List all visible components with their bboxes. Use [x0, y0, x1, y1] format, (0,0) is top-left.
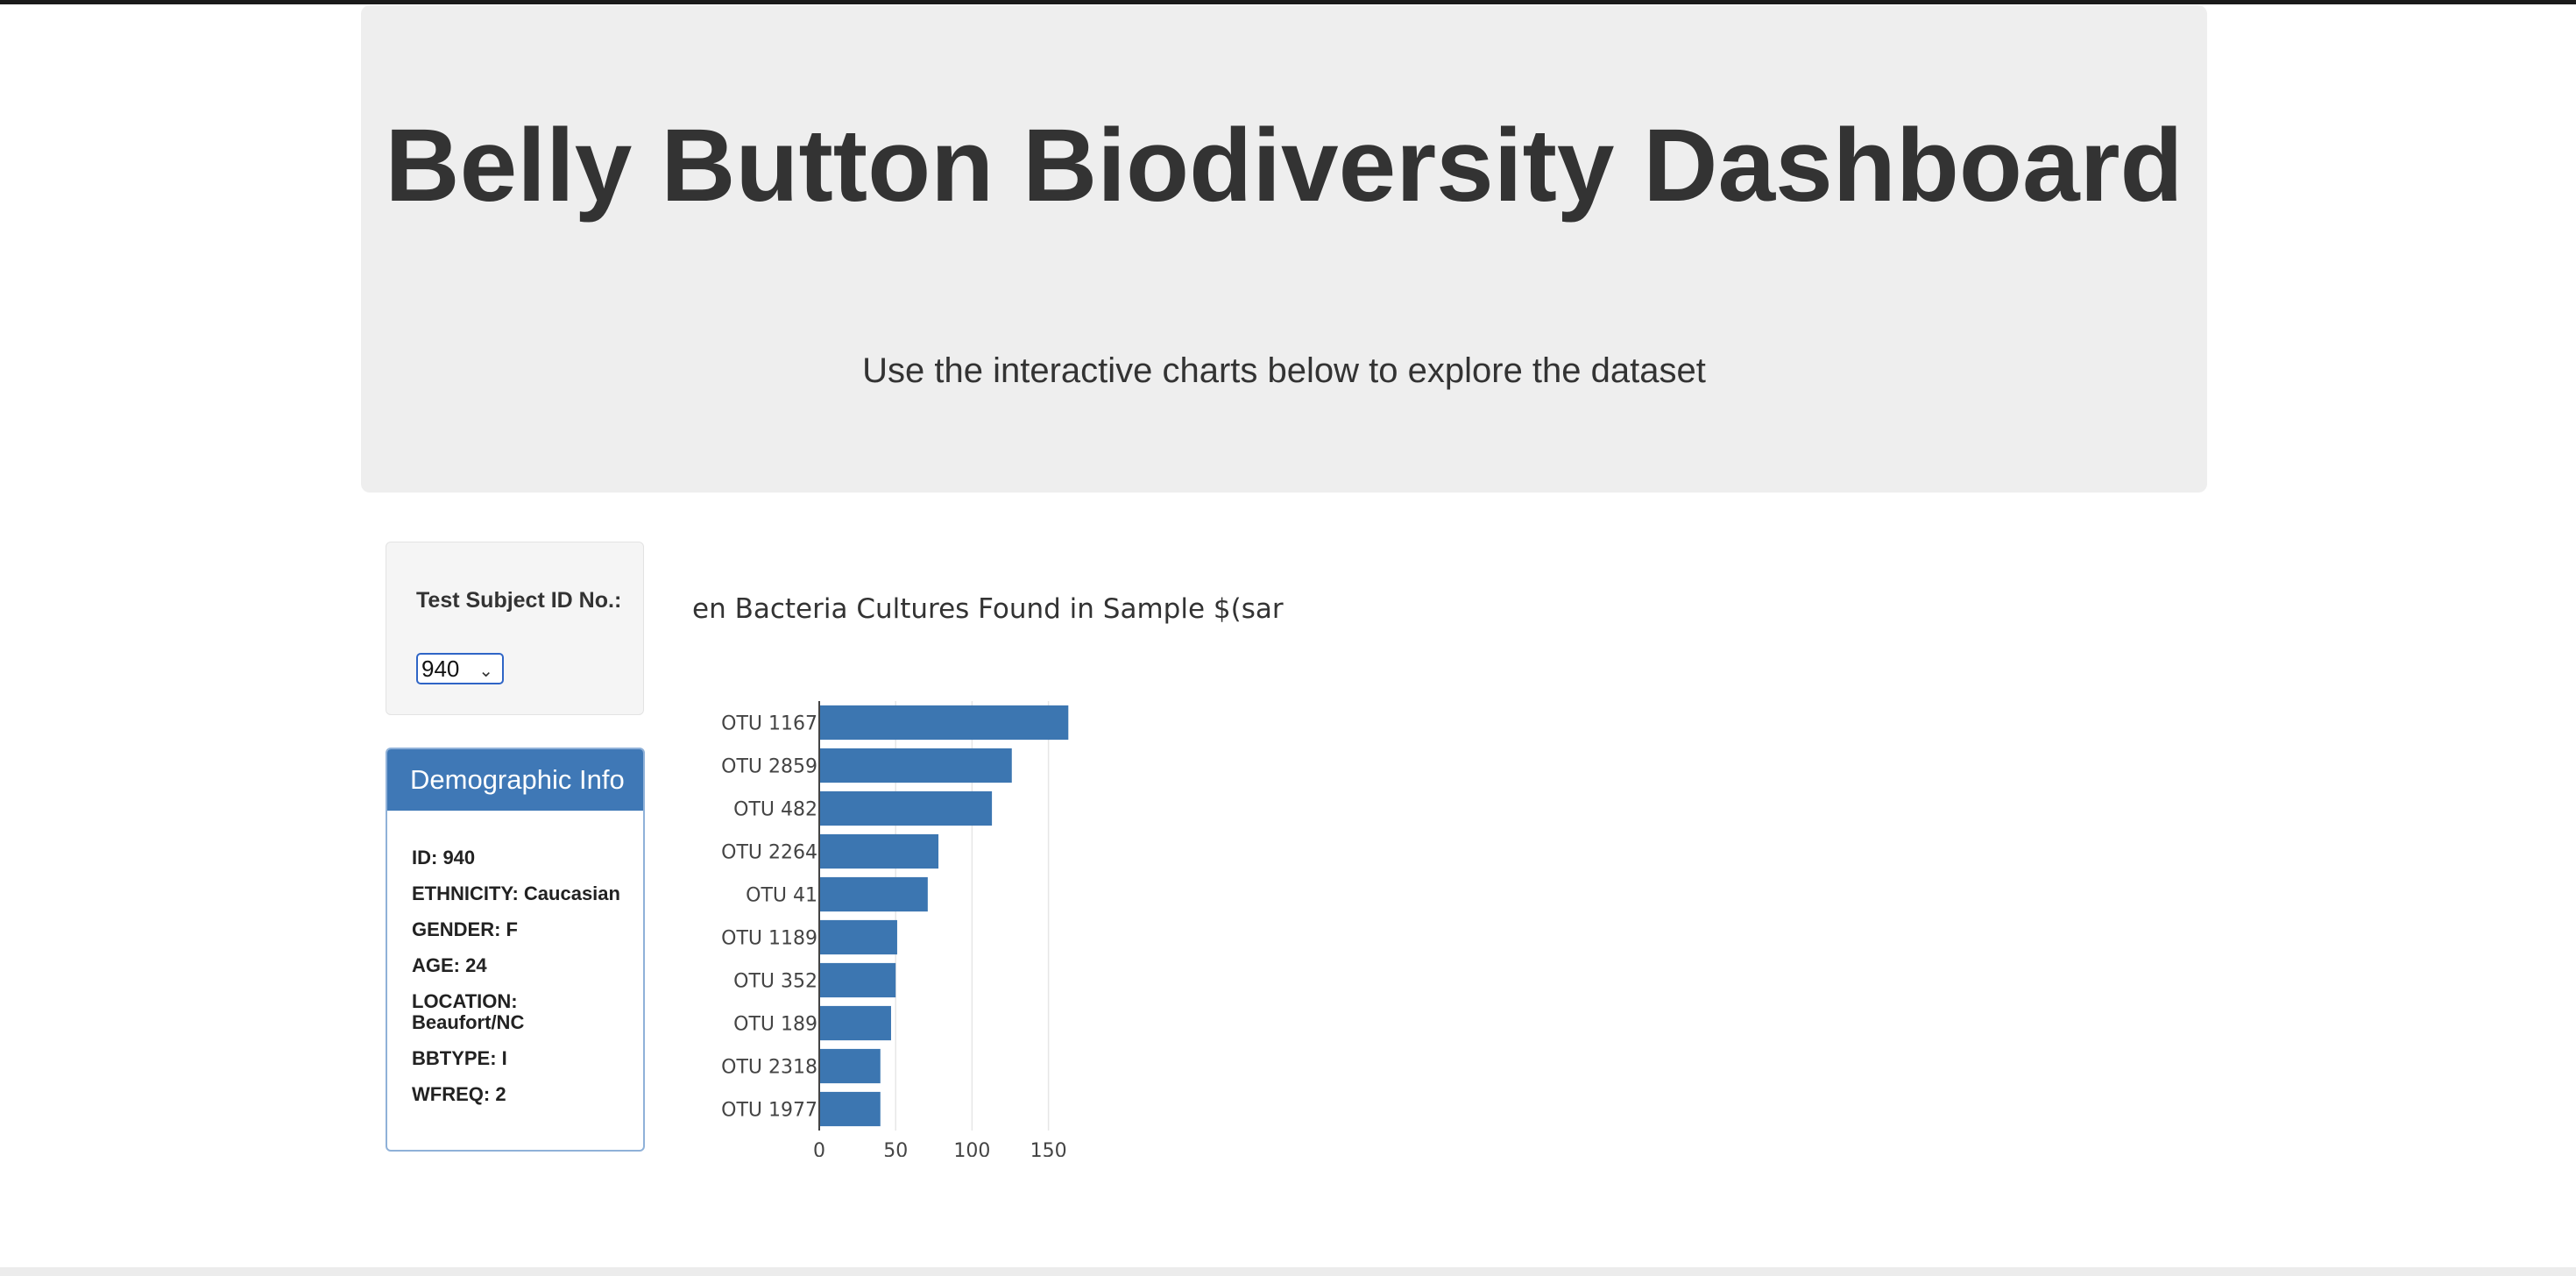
demographic-row: AGE: 24 [412, 954, 487, 976]
x-tick-label: 50 [883, 1140, 908, 1157]
bar-otu-1977[interactable] [819, 1091, 881, 1127]
window-top-bar [0, 0, 2576, 4]
bar-otu-41[interactable] [819, 876, 928, 912]
demographic-panel-heading: Demographic Info [387, 749, 643, 811]
subject-id-select-wrapper[interactable]: 940 ⌄ [416, 653, 504, 684]
bar-otu-482[interactable] [819, 790, 993, 826]
demographic-row: GENDER: F [412, 918, 518, 940]
subject-id-select[interactable]: 940 [418, 655, 502, 683]
page-title: Belly Button Biodiversity Dashboard [385, 108, 2183, 223]
demographic-panel-title: Demographic Info [410, 764, 625, 795]
bar-otu-352[interactable] [819, 962, 896, 998]
subject-selector-label: Test Subject ID No.: [416, 588, 622, 613]
top-ten-bar-chart: en Bacteria Cultures Found in Sample $(s… [692, 578, 1376, 1162]
demographic-info-panel: Demographic Info ID: 940 ETHNICITY: Cauca… [386, 748, 645, 1152]
window-bottom-bar [0, 1267, 2576, 1276]
y-tick-label: OTU 41 [746, 885, 817, 907]
y-tick-label: OTU 2318 [721, 1057, 817, 1079]
bar-otu-189[interactable] [819, 1005, 891, 1041]
y-tick-label: OTU 352 [733, 971, 817, 993]
y-tick-label: OTU 1189 [721, 928, 817, 950]
subject-selector-panel: Test Subject ID No.: 940 ⌄ [386, 542, 644, 715]
x-tick-label: 0 [813, 1140, 825, 1157]
demographic-row: WFREQ: 2 [412, 1083, 506, 1105]
page-subtitle: Use the interactive charts below to expl… [862, 351, 1706, 390]
y-tick-label: OTU 2859 [721, 756, 817, 778]
x-tick-label: 100 [953, 1140, 990, 1157]
demographic-row: BBTYPE: I [412, 1047, 507, 1069]
chart-title: en Bacteria Cultures Found in Sample $(s… [692, 593, 1284, 625]
y-tick-label: OTU 1977 [721, 1100, 817, 1122]
y-tick-label: OTU 482 [733, 799, 817, 821]
y-tick-label: OTU 2264 [721, 842, 817, 864]
y-tick-label: OTU 1167 [721, 713, 817, 735]
bar-otu-2318[interactable] [819, 1048, 881, 1084]
demographic-panel-body: ID: 940 ETHNICITY: Caucasian GENDER: F AGE:… [412, 847, 631, 1120]
bar-otu-2859[interactable] [819, 748, 1012, 783]
demographic-row: ID: 940 [412, 847, 476, 868]
bar-chart-svg: en Bacteria Cultures Found in Sample $(s… [692, 593, 1284, 1162]
demographic-row: LOCATION: Beaufort/NC [412, 990, 525, 1033]
header-jumbotron: Belly Button Biodiversity Dashboard Use … [361, 5, 2207, 493]
bar-otu-1167[interactable] [819, 705, 1069, 741]
x-tick-label: 150 [1030, 1140, 1067, 1157]
demographic-row: ETHNICITY: Caucasian [412, 883, 620, 904]
bar-otu-2264[interactable] [819, 833, 939, 869]
bar-otu-1189[interactable] [819, 919, 897, 955]
y-tick-label: OTU 189 [733, 1014, 817, 1036]
